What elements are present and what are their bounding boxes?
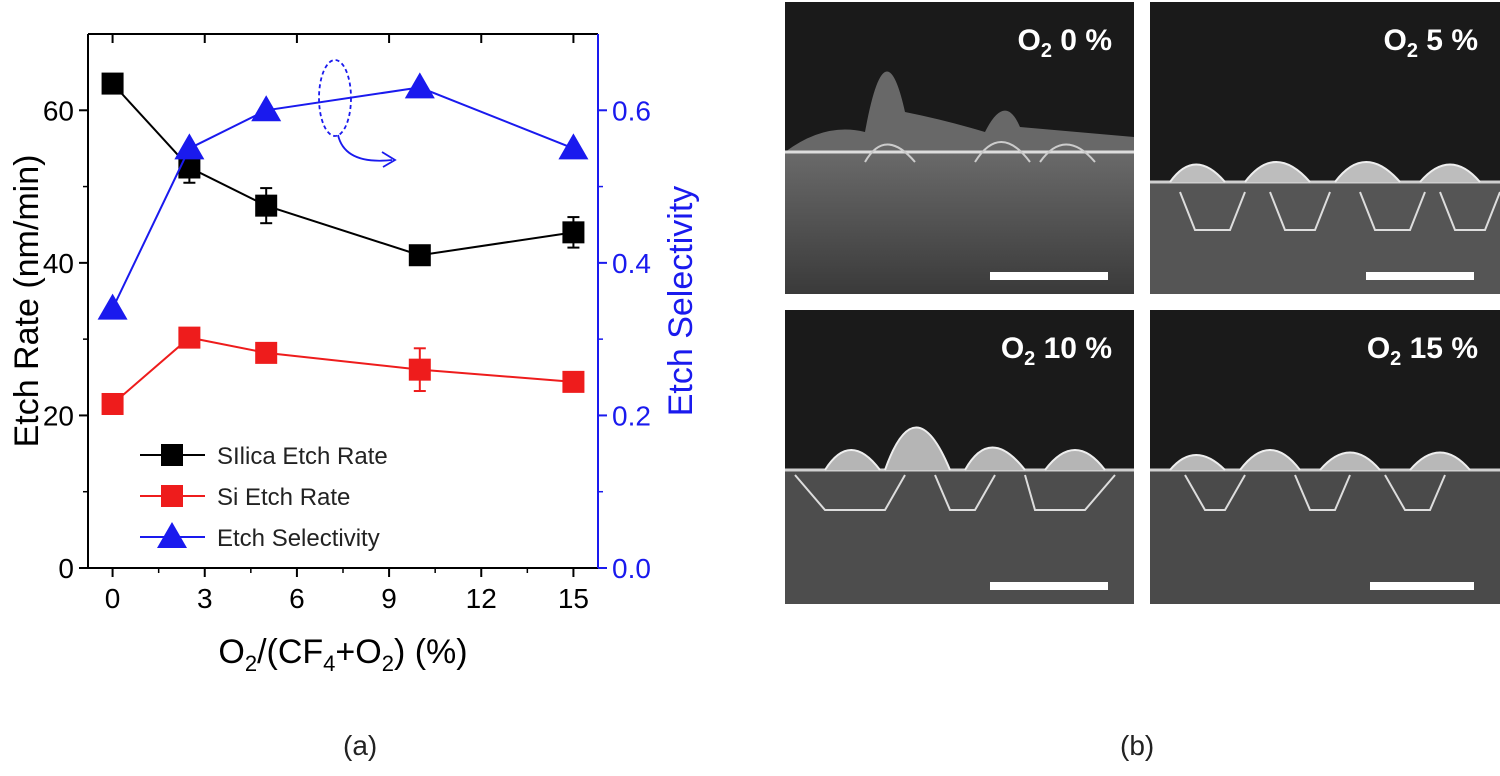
x-axis-label: O2/(CF4+O2) (%) <box>218 633 467 676</box>
y2-tick-label: 0.4 <box>612 248 651 279</box>
x-tick-label: 3 <box>197 583 213 614</box>
legend-label: Si Etch Rate <box>217 484 350 511</box>
data-point-square <box>101 72 124 95</box>
annotation-arrow <box>337 134 393 162</box>
sem-label: O2 5 % <box>1383 24 1479 62</box>
data-point-triangle <box>558 133 589 160</box>
data-point-triangle <box>404 72 435 99</box>
y-tick-label: 60 <box>43 95 74 126</box>
data-point-square <box>255 194 278 217</box>
data-point-square <box>255 341 278 364</box>
data-point-triangle <box>97 293 128 320</box>
x-tick-label: 9 <box>381 583 397 614</box>
data-point-square <box>178 156 201 179</box>
sem-label: O2 15 % <box>1366 332 1478 370</box>
scale-bar <box>990 272 1108 280</box>
legend-label: Etch Selectivity <box>217 525 380 552</box>
y2-axis-label: Etch Selectivity <box>662 186 700 417</box>
sem-image-o2-10: O2 10 % <box>785 310 1134 604</box>
legend-marker <box>161 485 183 507</box>
legend-marker <box>157 522 187 548</box>
series-line-2 <box>111 86 574 310</box>
y-tick-label: 40 <box>43 248 74 279</box>
y2-tick-label: 0.0 <box>612 553 651 584</box>
x-tick-label: 15 <box>558 583 589 614</box>
data-point-square <box>178 326 201 349</box>
annotation-arrowhead <box>381 151 397 168</box>
annotation-ellipse <box>318 59 352 137</box>
legend-label: SIlica Etch Rate <box>217 443 388 470</box>
data-point-square <box>408 358 431 381</box>
x-tick-label: 6 <box>289 583 305 614</box>
sem-image-o2-15: O2 15 % <box>1150 310 1500 604</box>
sem-label: O2 0 % <box>1017 24 1113 62</box>
x-tick-label: 12 <box>466 583 497 614</box>
x-tick-label: 0 <box>105 583 121 614</box>
y-tick-label: 0 <box>58 553 74 584</box>
scale-bar <box>1366 272 1474 280</box>
sem-micrograph <box>1150 449 1500 604</box>
scale-bar <box>990 582 1108 590</box>
panel-caption-b: (b) <box>1120 730 1155 761</box>
data-point-square <box>562 370 585 393</box>
legend-marker <box>161 444 183 466</box>
sem-micrograph <box>785 426 1134 604</box>
sem-label: O2 10 % <box>1000 332 1112 370</box>
y2-tick-label: 0.6 <box>612 95 651 126</box>
y-axis-label: Etch Rate (nm/min) <box>8 155 46 448</box>
y2-tick-label: 0.2 <box>612 400 651 431</box>
panel-caption-a: (a) <box>343 730 378 761</box>
sem-micrograph <box>785 71 1134 294</box>
scale-bar <box>1370 582 1474 590</box>
data-point-triangle <box>251 95 282 122</box>
data-point-square <box>408 244 431 267</box>
data-point-triangle <box>174 133 205 160</box>
sem-image-o2-5: O2 5 % <box>1150 2 1500 294</box>
data-point-square <box>101 392 124 415</box>
etch-rate-chart: 0 3 6 9 12 15 0 20 40 60 0.0 0.2 0.4 0.6 Etch Rate (nm… <box>8 33 700 676</box>
sem-image-o2-0: O2 0 % <box>785 2 1134 294</box>
data-point-square <box>562 221 585 244</box>
y-tick-label: 20 <box>43 400 74 431</box>
